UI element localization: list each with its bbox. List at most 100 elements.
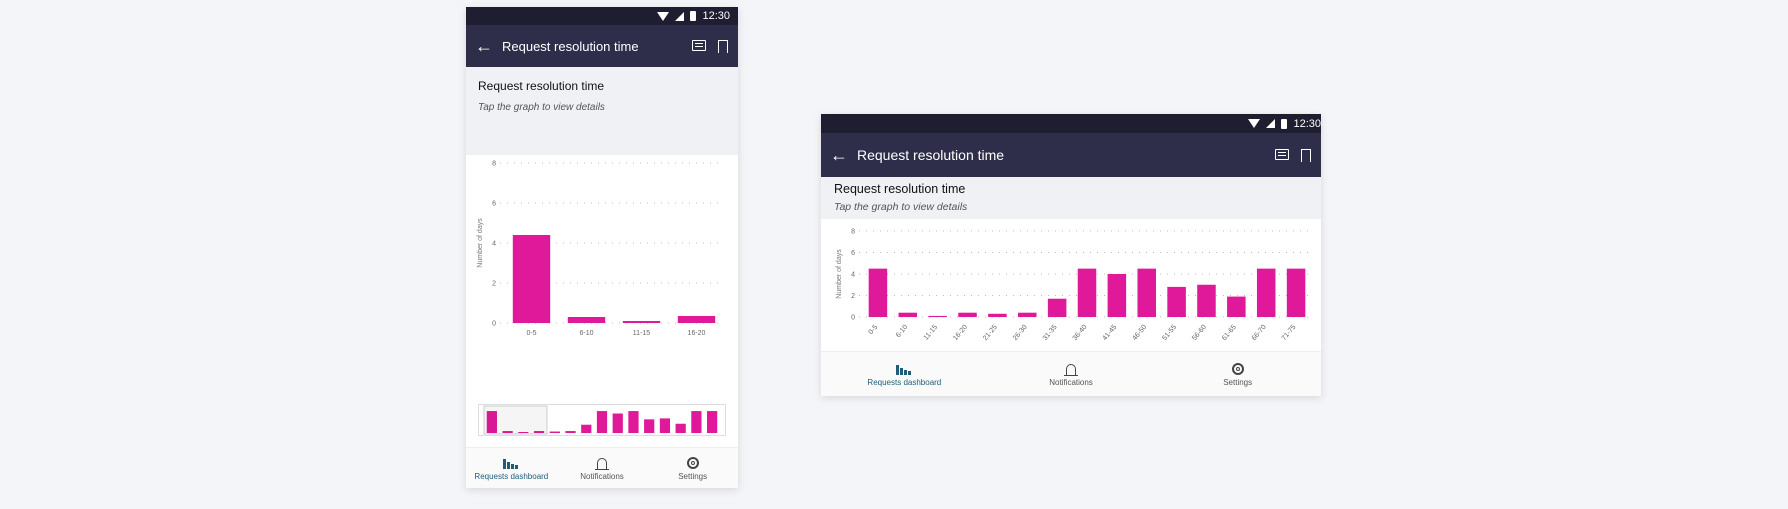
- y-axis-label: Number of days: [836, 249, 843, 299]
- nav-requests-dashboard[interactable]: Requests dashboard: [466, 448, 557, 488]
- chart-subtitle: Tap the graph to view details: [478, 102, 605, 113]
- bar: [622, 321, 661, 323]
- y-tick-label: 8: [851, 229, 855, 236]
- phone-landscape: 12:30 ← Request resolution time Request …: [821, 114, 1321, 396]
- gear-icon: [1231, 363, 1244, 375]
- nav-label: Requests dashboard: [474, 472, 549, 481]
- bar: [1137, 268, 1156, 317]
- bar: [988, 313, 1007, 317]
- minimap-bar: [691, 411, 702, 433]
- bar: [898, 312, 918, 317]
- chart-header: Request resolution time Tap the graph to…: [466, 67, 738, 155]
- x-tick-label: 36-40: [1072, 324, 1089, 342]
- chart-svg: 0 2 4 6 8 Number of days 0-5 6-10 11-15 16-20: [477, 161, 724, 337]
- x-tick-label: 21-25: [982, 324, 999, 342]
- status-bar: 12:30: [466, 7, 738, 25]
- minimap-window: [483, 405, 548, 435]
- bottom-nav: Requests dashboard Notifications Setting…: [821, 351, 1321, 396]
- y-tick-label: 2: [851, 293, 855, 300]
- bar: [1256, 268, 1276, 317]
- nav-label: Settings: [678, 472, 708, 481]
- list-view-icon[interactable]: [692, 39, 706, 51]
- x-tick-label: 6-10: [579, 330, 593, 337]
- y-tick-label: 2: [492, 281, 496, 288]
- bar: [1197, 284, 1216, 317]
- bar: [1018, 312, 1037, 317]
- bar: [567, 317, 606, 323]
- bookmark-icon[interactable]: [717, 39, 728, 57]
- bar: [958, 312, 977, 317]
- phone-portrait: 12:30 ← Request resolution time Request …: [466, 7, 738, 488]
- minimap-bar: [486, 411, 497, 433]
- nav-label: Notifications: [580, 472, 624, 481]
- chart-minimap[interactable]: [478, 404, 726, 436]
- signal-icon: [1266, 119, 1276, 128]
- nav-settings[interactable]: Settings: [647, 448, 738, 488]
- x-tick-label: 16-20: [688, 330, 706, 337]
- wifi-icon: [657, 11, 670, 21]
- chart-title: Request resolution time: [478, 79, 605, 93]
- minimap-bar: [707, 411, 718, 433]
- minimap-bar: [533, 431, 545, 433]
- minimap-bar: [612, 413, 623, 433]
- minimap-bar: [659, 418, 671, 433]
- y-tick-label: 8: [492, 161, 496, 168]
- x-tick-label: 6-10: [895, 324, 909, 339]
- nav-label: Notifications: [1049, 378, 1093, 387]
- bar: [677, 316, 716, 323]
- bar: [1227, 296, 1246, 317]
- minimap-bar: [644, 419, 655, 433]
- y-tick-label: 4: [492, 241, 496, 248]
- x-tick-label: 61-65: [1221, 324, 1238, 342]
- wifi-icon: [1248, 119, 1261, 128]
- x-tick-label: 0-5: [868, 324, 880, 336]
- x-tick-label: 56-60: [1191, 324, 1208, 342]
- battery-icon: [690, 11, 697, 21]
- bar: [928, 315, 947, 317]
- y-tick-label: 4: [851, 272, 855, 279]
- bar-chart-icon: [503, 455, 519, 469]
- chart-subtitle: Tap the graph to view details: [834, 201, 968, 213]
- x-tick-label: 16-20: [952, 324, 969, 342]
- nav-requests-dashboard[interactable]: Requests dashboard: [821, 352, 988, 396]
- back-arrow-icon[interactable]: ←: [475, 35, 493, 56]
- status-time: 12:30: [702, 10, 730, 22]
- nav-notifications[interactable]: Notifications: [988, 352, 1155, 396]
- app-bar: ← Request resolution time: [821, 133, 1321, 177]
- chart-landscape[interactable]: 0 2 4 6 8 Number of days 0-5 6-10 11-15 16-20 21-2…: [821, 219, 1321, 353]
- y-tick-label: 0: [492, 321, 496, 328]
- app-bar: ← Request resolution time: [466, 25, 738, 67]
- bar: [1167, 286, 1186, 317]
- chart-portrait[interactable]: 0 2 4 6 8 Number of days 0-5 6-10 11-15 16-20: [466, 155, 738, 345]
- app-bar-title: Request resolution time: [502, 38, 639, 54]
- list-view-icon[interactable]: [1275, 148, 1289, 160]
- bar: [868, 268, 888, 317]
- battery-icon: [1281, 118, 1288, 129]
- x-tick-label: 0-5: [526, 330, 536, 337]
- bookmark-icon[interactable]: [1300, 148, 1311, 166]
- nav-notifications[interactable]: Notifications: [557, 448, 648, 488]
- x-tick-label: 26-30: [1012, 324, 1029, 342]
- x-tick-label: 46-50: [1131, 324, 1148, 342]
- status-time: 12:30: [1293, 117, 1321, 130]
- minimap-bar: [675, 423, 686, 433]
- x-tick-label: 41-45: [1102, 324, 1119, 342]
- x-tick-label: 71-75: [1281, 324, 1298, 342]
- chart-svg: 0 2 4 6 8 Number of days 0-5 6-10 11-15 16-20 21-2…: [836, 229, 1311, 342]
- y-axis-label: Number of days: [477, 218, 484, 268]
- status-bar: 12:30: [821, 114, 1321, 133]
- signal-icon: [675, 11, 685, 21]
- minimap-svg: [483, 405, 718, 435]
- bottom-nav: Requests dashboard Notifications Setting…: [466, 447, 738, 488]
- chart-header: Request resolution time Tap the graph to…: [821, 177, 1321, 219]
- nav-settings[interactable]: Settings: [1154, 352, 1321, 396]
- bar: [1047, 298, 1067, 317]
- back-arrow-icon[interactable]: ←: [830, 144, 848, 165]
- minimap-bar: [549, 431, 560, 433]
- minimap-bar: [628, 411, 639, 433]
- minimap-bar: [518, 432, 529, 433]
- minimap-bar: [596, 411, 608, 433]
- x-tick-label: 11-15: [633, 330, 650, 337]
- nav-label: Requests dashboard: [867, 378, 942, 387]
- y-tick-label: 6: [492, 201, 496, 208]
